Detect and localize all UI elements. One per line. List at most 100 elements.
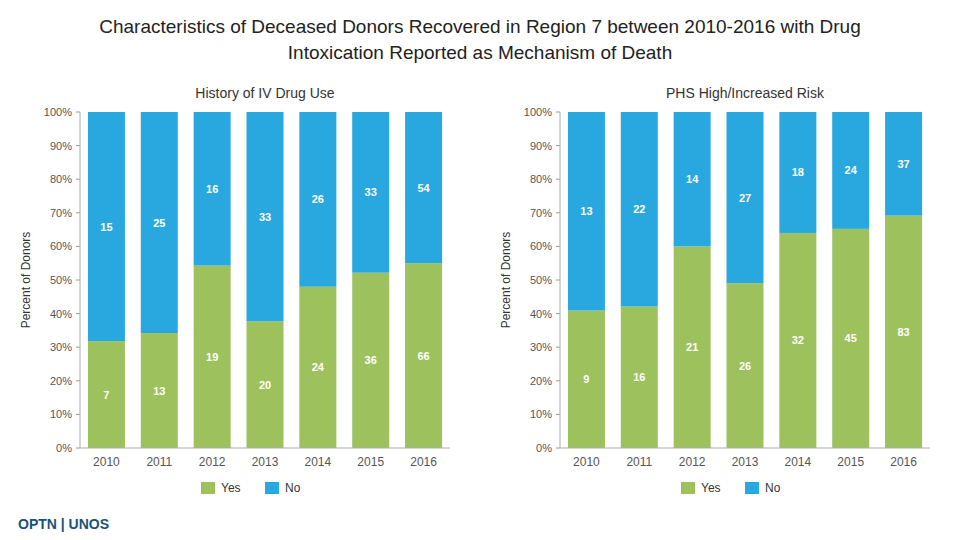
data-label: 45 <box>845 332 857 344</box>
data-label: 36 <box>365 354 377 366</box>
bar-segment <box>832 112 869 229</box>
bar-segment <box>568 112 605 311</box>
bar-segment <box>405 112 442 263</box>
y-tick-label: 70% <box>50 207 72 219</box>
bar-segment <box>727 283 764 448</box>
data-label: 24 <box>312 361 325 373</box>
y-tick <box>76 112 80 113</box>
bar-segment <box>88 341 125 448</box>
y-tick-label: 20% <box>50 375 72 387</box>
data-label: 24 <box>845 164 858 176</box>
bar-segment <box>674 246 711 448</box>
chart: History of IV Drug UsePercent of Donors0… <box>19 85 450 495</box>
bar-segment <box>194 266 231 448</box>
y-tick <box>556 448 560 449</box>
y-tick <box>556 313 560 314</box>
legend: YesNo <box>201 481 301 495</box>
y-tick-label: 80% <box>50 173 72 185</box>
data-label: 16 <box>206 183 218 195</box>
y-tick-label: 50% <box>530 274 552 286</box>
y-tick <box>76 246 80 247</box>
x-tick-label: 2012 <box>199 455 226 469</box>
y-tick-label: 0% <box>56 442 72 454</box>
y-tick <box>76 212 80 213</box>
x-tick-label: 2012 <box>679 455 706 469</box>
bar-segment <box>352 112 389 273</box>
y-axis-label: Percent of Donors <box>499 232 513 329</box>
x-tick-label: 2010 <box>573 455 600 469</box>
bar-segment <box>141 112 178 333</box>
x-tick-label: 2011 <box>146 455 172 469</box>
y-tick <box>76 380 80 381</box>
y-tick-label: 90% <box>530 140 552 152</box>
chart-title: History of IV Drug Use <box>195 85 334 101</box>
x-tick-label: 2016 <box>890 455 917 469</box>
bar-segment <box>621 112 658 307</box>
bar-labels: 713192024366615251633263354 <box>100 182 430 401</box>
x-tick-label: 2010 <box>93 455 120 469</box>
bar-segment <box>674 112 711 246</box>
data-label: 26 <box>739 360 751 372</box>
y-tick <box>76 280 80 281</box>
y-tick <box>76 414 80 415</box>
bars <box>88 112 442 448</box>
y-axis <box>560 112 561 448</box>
data-label: 9 <box>583 373 589 385</box>
data-label: 37 <box>897 158 909 170</box>
y-tick <box>76 145 80 146</box>
x-axis <box>560 448 930 449</box>
data-label: 54 <box>417 182 430 194</box>
y-tick <box>556 179 560 180</box>
y-tick-label: 100% <box>44 106 72 118</box>
bar-segment <box>779 233 816 448</box>
chart-canvas: History of IV Drug Use Percent of Donors 0… <box>0 0 960 540</box>
bar-segment <box>299 112 336 287</box>
y-tick <box>556 347 560 348</box>
y-tick-label: 0% <box>536 442 552 454</box>
y-tick-label: 30% <box>530 341 552 353</box>
chart: PHS High/Increased RiskPercent of Donors… <box>499 85 930 495</box>
bar-segment <box>568 311 605 448</box>
data-label: 32 <box>792 334 804 346</box>
y-tick <box>556 212 560 213</box>
data-label: 14 <box>686 173 699 185</box>
legend-label: No <box>765 481 781 495</box>
legend-swatch <box>265 482 279 494</box>
bar-segment <box>832 229 869 448</box>
data-label: 66 <box>417 350 429 362</box>
x-tick-label: 2016 <box>410 455 437 469</box>
y-tick <box>556 280 560 281</box>
bar-segment <box>885 216 922 448</box>
logo-annotation: OPTN | UNOS <box>18 516 109 532</box>
data-label: 22 <box>633 203 645 215</box>
bar-segment <box>88 112 125 341</box>
x-tick-label: 2011 <box>626 455 652 469</box>
legend-label: Yes <box>221 481 241 495</box>
data-label: 13 <box>580 205 592 217</box>
bars <box>568 112 922 448</box>
bar-segment <box>247 112 284 321</box>
bar-segment <box>779 112 816 233</box>
legend-swatch <box>201 482 215 494</box>
data-label: 16 <box>633 371 645 383</box>
y-tick-label: 40% <box>50 308 72 320</box>
y-tick-label: 100% <box>524 106 552 118</box>
bar-segment <box>141 333 178 448</box>
y-tick-label: 50% <box>50 274 72 286</box>
data-label: 25 <box>153 217 165 229</box>
legend: Yes No <box>681 481 781 495</box>
y-tick <box>76 179 80 180</box>
y-tick-label: 40% <box>530 308 552 320</box>
x-tick-label: 2015 <box>837 455 864 469</box>
y-tick <box>556 414 560 415</box>
data-label: 33 <box>365 186 377 198</box>
bar-segment <box>194 112 231 266</box>
bar-segment <box>621 307 658 448</box>
legend-label: Yes <box>701 481 721 495</box>
y-tick <box>76 448 80 449</box>
y-tick-label: 80% <box>530 173 552 185</box>
y-tick <box>556 145 560 146</box>
y-tick <box>76 347 80 348</box>
y-tick-label: 30% <box>50 341 72 353</box>
data-label: 20 <box>259 379 271 391</box>
